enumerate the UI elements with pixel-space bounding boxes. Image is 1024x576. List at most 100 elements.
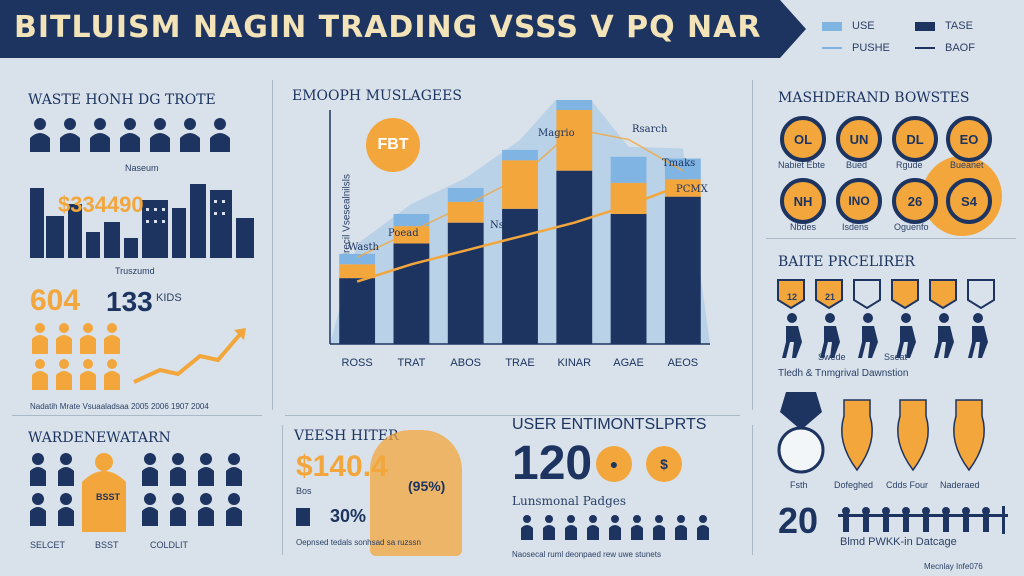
bar-segment [610, 156, 647, 183]
bar-segment [664, 196, 701, 344]
person-icon [180, 118, 200, 152]
person-icon [170, 493, 186, 526]
caption-mid: BSST [95, 540, 119, 550]
athlete-icon [934, 313, 954, 358]
bottom-stat-caption: Blmd PWKK-in Datcage [840, 536, 957, 548]
hitter-footnote: Bos [296, 486, 312, 496]
pct-note: Oepnsed tedals sonhsad sa ruzssn [296, 538, 421, 547]
person-icon [32, 323, 48, 354]
circle-label: Oguenfo [894, 222, 929, 232]
hitter-value: $140.4 [296, 450, 388, 483]
person-icon [142, 453, 158, 486]
chart-annotation: PCMX [676, 184, 709, 195]
x-tick-label: TRAT [397, 357, 425, 369]
tag-row [777, 279, 995, 310]
trophy-icon [953, 399, 985, 472]
bar-segment [393, 214, 430, 227]
person-icon [58, 453, 74, 486]
athlete-icon [820, 313, 840, 358]
legend-label: USE [852, 20, 875, 32]
person-icon [30, 453, 46, 486]
circle-badge: DL [892, 116, 938, 162]
x-tick-label: TRAE [505, 357, 534, 369]
bar-segment [447, 201, 484, 223]
legend-swatch [915, 21, 935, 31]
person-icon [104, 323, 120, 354]
series-line [356, 183, 684, 283]
chart-annotation: Nsulgn [490, 220, 527, 231]
athlete-icon [858, 313, 878, 358]
coin-icon [296, 508, 310, 526]
legend-item-pushe: PUSHE [822, 42, 890, 54]
crowd-and-trend [32, 323, 246, 390]
person-icon [58, 493, 74, 526]
highlight-person-icon [82, 453, 126, 532]
x-tick-label: KINAR [557, 357, 591, 369]
legend-dash [822, 47, 842, 50]
stat-unit: KIDS [156, 292, 182, 304]
circle-label: Rgude [896, 160, 923, 170]
person-icon [142, 493, 158, 526]
x-tick-label: AEOS [668, 357, 699, 369]
person-icon [609, 515, 621, 540]
pct-value: 30% [330, 506, 367, 526]
tag-code: 21 [825, 292, 836, 302]
x-tick-label: ROSS [342, 357, 373, 369]
athlete-icon [968, 313, 988, 358]
medal-icon [853, 279, 881, 310]
building-icon [86, 232, 100, 258]
legend-item-tase: TASE [915, 20, 973, 32]
person-icon [587, 515, 599, 540]
divider [272, 80, 273, 410]
person-icon [80, 359, 96, 390]
person-icon [675, 515, 687, 540]
trophy-label: Cdds Four [886, 480, 929, 490]
person-icon [862, 507, 870, 532]
circle-badge: INO [836, 178, 882, 224]
people-caption: Naseum [125, 163, 159, 173]
caption-right: COLDLIT [150, 540, 189, 550]
chart-annotation: Poead [388, 228, 419, 239]
person-icon [962, 507, 970, 532]
bottom-stat-value: 20 [778, 500, 819, 541]
user-stats-title: USER ENTIMONTSLPRTS [512, 416, 707, 433]
medal-icon [777, 279, 805, 310]
building-caption: Truszumd [115, 266, 155, 276]
person-icon [170, 453, 186, 486]
building-icon [172, 208, 186, 258]
divider [282, 425, 283, 555]
banner-arrow-icon [780, 0, 806, 58]
team-strip [838, 506, 1008, 534]
bar-segment [393, 226, 430, 244]
building-icon [104, 222, 120, 258]
trophy-row [777, 392, 985, 474]
person-icon [521, 515, 533, 540]
trophy-label: Fsth [790, 480, 808, 490]
person-icon [32, 359, 48, 390]
series-line [356, 128, 684, 259]
user-stats-value: 120 [512, 437, 593, 490]
building-icon [190, 184, 206, 258]
person-icon [902, 507, 910, 532]
person-icon [150, 118, 170, 152]
stat-value-a: 604 [30, 284, 81, 317]
legend-swatch [822, 21, 842, 31]
bar-segment [556, 170, 593, 344]
trophy-label: Dofeghed [834, 480, 874, 490]
circle-badge: UN [836, 116, 882, 162]
caption-left: SELCET [30, 540, 66, 550]
athlete-label: Swede [818, 352, 846, 362]
highlight-label: BSST [96, 492, 121, 502]
trophy-icon [897, 399, 929, 472]
person-icon [210, 118, 230, 152]
medal-icon [967, 279, 995, 310]
person-icon [922, 507, 930, 532]
divider [12, 415, 262, 416]
circle-label: Nbdes [790, 222, 817, 232]
building-icon [30, 188, 44, 258]
legend-dash [915, 47, 935, 50]
person-icon [653, 515, 665, 540]
person-icon [842, 507, 850, 532]
athletes-caption: Tledh & Tnmgrival Dawnstion [778, 368, 909, 379]
circle-badge: S4 [946, 178, 992, 224]
